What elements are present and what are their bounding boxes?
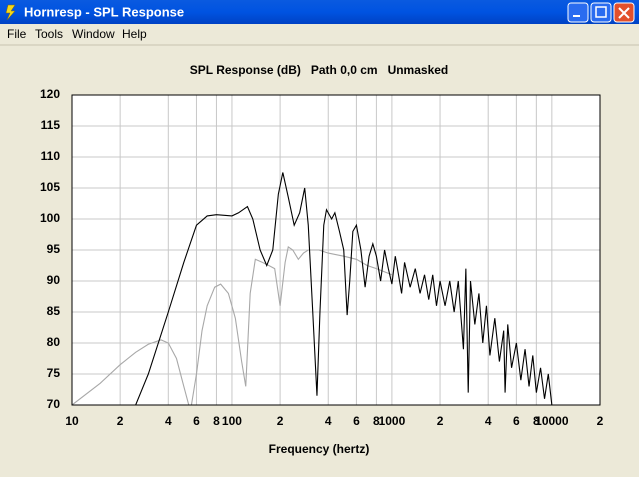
app-icon [5, 4, 16, 21]
x-tick-label: 2 [437, 414, 444, 428]
y-tick-label: 75 [47, 366, 61, 380]
y-tick-label: 85 [47, 304, 61, 318]
y-tick-label: 110 [41, 149, 61, 163]
y-tick-label: 80 [47, 335, 61, 349]
x-tick-label: 4 [165, 414, 172, 428]
y-tick-label: 100 [40, 211, 60, 225]
minimize-glyph [573, 15, 580, 17]
maximize-button[interactable] [590, 2, 612, 23]
menu-item[interactable]: Help [122, 27, 147, 41]
spl-curve [135, 172, 553, 405]
x-tick-label: 4 [325, 414, 332, 428]
x-tick-label: 2 [597, 414, 604, 428]
x-tick-label: 2 [277, 414, 284, 428]
plot-lines [72, 172, 553, 405]
x-tick-label: 8 [213, 414, 220, 428]
x-tick-label: 6 [353, 414, 360, 428]
menu-item[interactable]: File [7, 27, 27, 41]
menu-item[interactable]: Window [72, 27, 115, 41]
y-tick-label: 105 [40, 180, 60, 194]
x-tick-label: 6 [193, 414, 200, 428]
x-tick-label: 1000 [379, 414, 406, 428]
y-tick-label: 115 [41, 118, 61, 132]
y-tick-label: 70 [47, 397, 61, 411]
chart-title: SPL Response (dB) Path 0,0 cm Unmasked [190, 63, 449, 77]
window-title: Hornresp - SPL Response [24, 4, 184, 19]
maximize-glyph [595, 6, 607, 18]
minimize-button[interactable] [567, 2, 589, 23]
y-tick-label: 120 [40, 87, 60, 101]
x-tick-label: 4 [485, 414, 492, 428]
x-tick-label: 10000 [535, 414, 569, 428]
x-tick-label: 8 [373, 414, 380, 428]
menu-item[interactable]: Tools [35, 27, 63, 41]
x-tick-label: 100 [222, 414, 242, 428]
spl-curve [72, 245, 393, 405]
close-glyph [618, 7, 630, 19]
plot-frame [71, 94, 601, 406]
title-bar [0, 0, 639, 24]
x-tick-label: 6 [513, 414, 520, 428]
y-tick-label: 90 [47, 273, 61, 287]
x-tick-label: 8 [533, 414, 540, 428]
x-axis-label: Frequency (hertz) [269, 442, 370, 456]
x-tick-label: 2 [117, 414, 124, 428]
x-tick-label: 10 [65, 414, 79, 428]
y-tick-label: 95 [47, 242, 61, 256]
